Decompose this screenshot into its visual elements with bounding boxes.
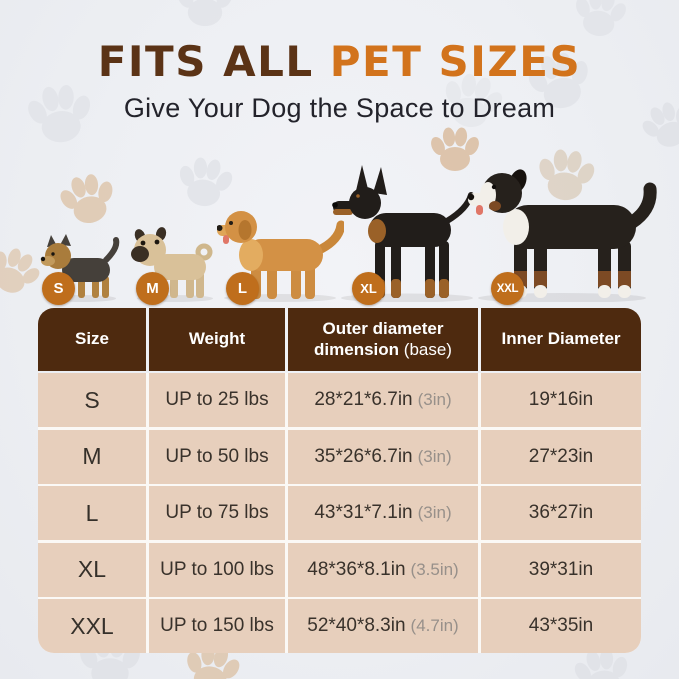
table-body: S UP to 25 lbs 28*21*6.7in (3in) 19*16in … [38, 373, 641, 653]
cell-outer-xl: 48*36*8.1in (3.5in) [288, 542, 478, 597]
cell-size-xxl: XXL [38, 599, 146, 653]
header-cell-outer-diameter: Outer diameter dimension (base) [288, 308, 478, 371]
cell-outer-m: 35*26*6.7in (3in) [288, 429, 478, 484]
header-cell-inner-diameter: Inner Diameter [481, 308, 641, 371]
title-fits-all: FITS ALL [97, 37, 330, 86]
page-title: FITS ALL PET SIZES [0, 37, 679, 86]
cell-inner-xxl: 43*35in [481, 599, 641, 653]
subtitle: Give Your Dog the Space to Dream [123, 93, 556, 124]
size-table: Size Weight Outer diameter dimension (ba… [38, 308, 641, 653]
header-outer-note: (base) [403, 339, 452, 359]
cell-weight-xxl: UP to 150 lbs [149, 599, 285, 653]
size-badge-m: M [136, 272, 169, 305]
cell-outer-s: 28*21*6.7in (3in) [288, 373, 478, 427]
header-outer-line2: dimension (base) [314, 339, 452, 359]
header-outer-line1: Outer diameter [322, 318, 444, 338]
cell-outer-xxl: 52*40*8.3in (4.7in) [288, 599, 478, 653]
cell-weight-l: UP to 75 lbs [149, 486, 285, 540]
title-pet-sizes: PET SIZES [329, 37, 582, 86]
size-badge-l: L [226, 272, 259, 305]
cell-weight-s: UP to 25 lbs [149, 373, 285, 427]
header-cell-size: Size [38, 308, 146, 371]
size-badge-s: S [42, 272, 75, 305]
cell-inner-l: 36*27in [481, 486, 641, 540]
cell-inner-xl: 39*31in [481, 542, 641, 597]
cell-inner-m: 27*23in [481, 429, 641, 484]
size-badge-xxl: XXL [491, 272, 524, 305]
cell-size-s: S [38, 373, 146, 427]
cell-inner-s: 19*16in [481, 373, 641, 427]
cell-size-xl: XL [38, 542, 146, 597]
cell-weight-m: UP to 50 lbs [149, 429, 285, 484]
size-badge-xl: XL [352, 272, 385, 305]
cell-outer-l: 43*31*7.1in (3in) [288, 486, 478, 540]
header-cell-weight: Weight [149, 308, 285, 371]
dog-illustration-yorkshire-terrier [40, 234, 124, 302]
table-header-row: Size Weight Outer diameter dimension (ba… [38, 308, 641, 371]
cell-weight-xl: UP to 100 lbs [149, 542, 285, 597]
cell-size-m: M [38, 429, 146, 484]
heading-block: FITS ALL PET SIZES Give Your Dog the Spa… [0, 37, 679, 124]
cell-size-l: L [38, 486, 146, 540]
